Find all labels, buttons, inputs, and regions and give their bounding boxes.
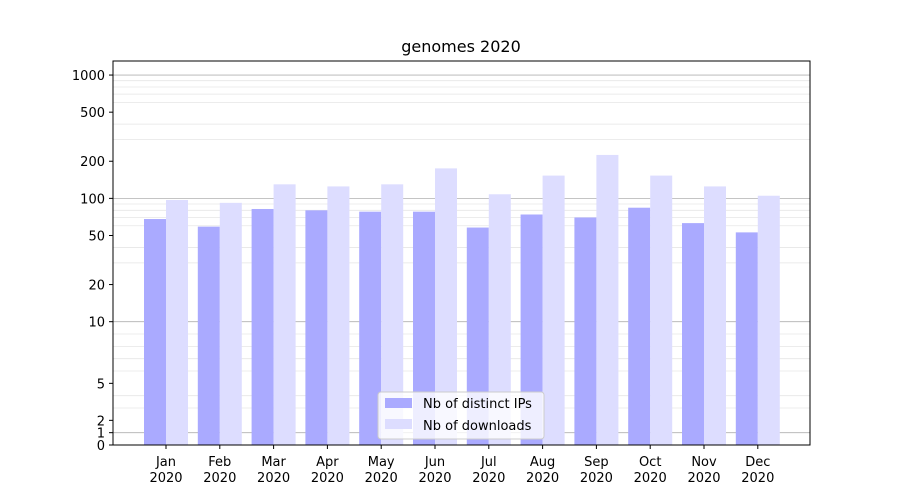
- y-tick-label: 20: [88, 279, 105, 294]
- bar-downloads: [327, 186, 350, 445]
- bar-distinct-ips: [466, 227, 489, 445]
- x-tick-label: Jan 2020: [149, 455, 182, 486]
- bar-downloads: [542, 175, 565, 445]
- bar-distinct-ips: [574, 217, 597, 445]
- x-tick-label: Aug 2020: [526, 455, 559, 486]
- x-tick-label: Nov 2020: [687, 455, 720, 486]
- bar-downloads: [273, 184, 296, 445]
- x-tick-label: Dec 2020: [741, 455, 774, 486]
- legend-swatch-distinct-ips: [385, 398, 412, 408]
- bar-distinct-ips: [197, 226, 220, 445]
- bar-downloads: [219, 202, 242, 445]
- x-tick-label: May 2020: [365, 455, 398, 486]
- y-tick-label: 10: [88, 316, 105, 331]
- x-tick-label: Oct 2020: [634, 455, 667, 486]
- y-tick-label: 1: [97, 427, 105, 442]
- y-tick-label: 5: [97, 377, 105, 392]
- bar-distinct-ips: [413, 211, 435, 445]
- x-axis: Jan 2020 Feb 2020 Mar 2020 Apr 2020 May 2020 Jun 20…: [149, 445, 774, 486]
- legend-label-downloads: Nb of downloads: [423, 419, 532, 434]
- bar-distinct-ips: [359, 211, 382, 445]
- y-tick-label: 1000: [72, 69, 105, 84]
- bar-distinct-ips: [682, 223, 704, 445]
- bar-distinct-ips: [628, 207, 651, 445]
- bar-downloads: [435, 168, 457, 445]
- legend: Nb of distinct IPs Nb of downloads: [377, 391, 545, 440]
- bar-downloads: [757, 195, 780, 445]
- x-tick-label: Sep 2020: [580, 455, 613, 486]
- chart-title: genomes 2020: [401, 37, 521, 56]
- x-tick-label: Mar 2020: [257, 455, 290, 486]
- y-tick-label: 0: [97, 439, 105, 454]
- bar-distinct-ips: [735, 232, 758, 445]
- bar-downloads: [650, 175, 673, 445]
- y-tick-label: 2: [97, 414, 105, 429]
- plot-frame: [112, 60, 811, 446]
- bar-distinct-ips: [251, 208, 274, 445]
- bar-downloads: [704, 186, 726, 445]
- x-tick-label: Jul 2020: [472, 455, 505, 486]
- y-tick-label: 100: [80, 192, 105, 207]
- bar-downloads: [596, 154, 619, 445]
- legend-box: [377, 391, 545, 440]
- bar-downloads: [488, 194, 511, 445]
- y-axis: 012 5 10 20 50 100 200 500 1000: [72, 69, 113, 454]
- y-tick-label: 200: [80, 155, 105, 170]
- bar-distinct-ips: [144, 219, 166, 445]
- bars: [144, 154, 780, 445]
- x-tick-label: Apr 2020: [311, 455, 344, 486]
- legend-swatch-downloads: [385, 419, 412, 429]
- bar-downloads: [381, 184, 404, 445]
- legend-label-distinct-ips: Nb of distinct IPs: [423, 397, 532, 412]
- bar-downloads: [166, 199, 188, 445]
- x-tick-label: Jun 2020: [418, 455, 451, 486]
- bar-distinct-ips: [520, 214, 543, 445]
- y-tick-label: 50: [88, 229, 105, 244]
- bar-distinct-ips: [305, 210, 328, 445]
- x-tick-label: Feb 2020: [203, 455, 236, 486]
- y-tick-label: 500: [80, 106, 105, 121]
